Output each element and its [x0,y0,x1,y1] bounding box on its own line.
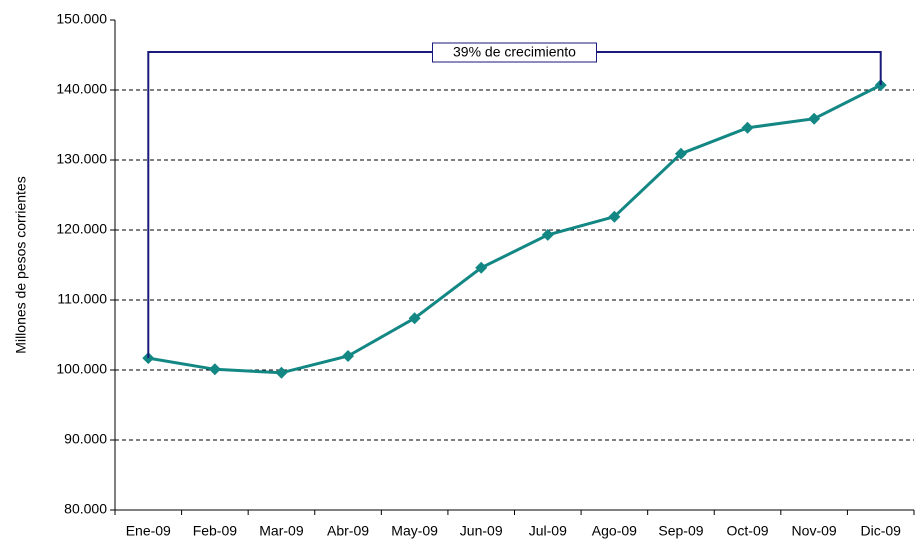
data-point [275,366,288,379]
data-point [408,312,421,325]
y-tick-label: 140.000 [56,81,107,97]
x-tick-label: Feb-09 [193,523,238,539]
data-point [541,228,554,241]
y-tick-label: 110.000 [57,291,107,307]
data-point [608,210,621,223]
data-point [674,147,687,160]
y-tick-label: 80.000 [64,501,107,517]
annotation-text: 39% de crecimiento [453,44,576,60]
x-tick-label: Jun-09 [460,523,503,539]
x-tick-label: Abr-09 [327,523,369,539]
x-tick-label: Nov-09 [792,523,837,539]
y-tick-label: 100.000 [56,361,107,377]
x-tick-label: May-09 [391,523,438,539]
annotation-bracket [147,51,882,359]
data-point [342,350,355,362]
x-tick-label: Dic-09 [860,523,901,539]
y-tick-label: 130.000 [56,151,107,167]
x-tick-label: Mar-09 [259,523,304,539]
x-tick-label: Jul-09 [529,523,567,539]
data-line [148,83,882,375]
annotation-box [432,42,597,63]
x-tick-label: Ago-09 [592,523,637,539]
x-tick-label: Oct-09 [727,523,769,539]
y-tick-label: 90.000 [64,431,107,447]
y-tick-label: 150.000 [56,11,107,27]
data-point [208,363,221,376]
data-point [741,121,754,134]
y-tick-label: 120.000 [56,221,107,237]
x-tick-label: Sep-09 [658,523,703,539]
data-point [808,112,821,125]
y-axis-label: Millones de pesos corrientes [13,176,29,353]
x-tick-label: Ene-09 [126,523,171,539]
data-point [475,261,488,274]
